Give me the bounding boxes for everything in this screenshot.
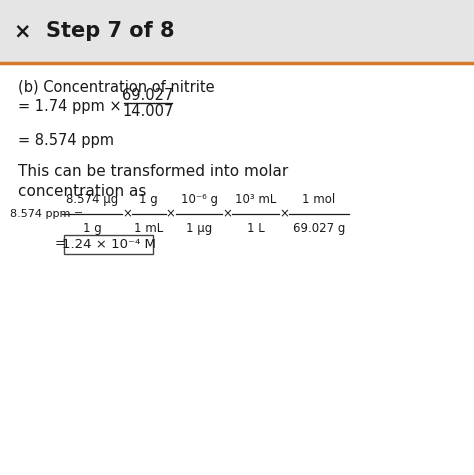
FancyBboxPatch shape — [64, 235, 154, 254]
Text: This can be transformed into molar: This can be transformed into molar — [18, 164, 288, 179]
Text: 1 μg: 1 μg — [186, 222, 212, 235]
Text: ×: × — [13, 21, 31, 41]
Text: Step 7 of 8: Step 7 of 8 — [46, 21, 174, 41]
Text: =: = — [55, 238, 66, 250]
Text: 14.007: 14.007 — [122, 104, 173, 120]
Text: concentration as: concentration as — [18, 184, 146, 199]
Text: ×: × — [279, 208, 289, 220]
Text: 1 g: 1 g — [82, 222, 101, 235]
Text: = 8.574 ppm: = 8.574 ppm — [18, 133, 114, 148]
Text: ×: × — [166, 208, 176, 220]
Text: 1 mL: 1 mL — [134, 222, 164, 235]
Bar — [0, 0, 474, 62]
Text: 10⁻⁶ g: 10⁻⁶ g — [181, 193, 218, 206]
Text: 1 L: 1 L — [247, 222, 264, 235]
Text: 10³ mL: 10³ mL — [235, 193, 276, 206]
Text: ×: × — [222, 208, 232, 220]
Text: 69.027 g: 69.027 g — [293, 222, 345, 235]
Text: 1 mol: 1 mol — [302, 193, 336, 206]
Text: ×: × — [122, 208, 132, 220]
Text: 69.027: 69.027 — [122, 88, 173, 104]
Text: = 1.74 ppm ×: = 1.74 ppm × — [18, 98, 122, 114]
Text: 1 g: 1 g — [139, 193, 158, 206]
Text: 8.574 ppm =: 8.574 ppm = — [10, 209, 83, 219]
Text: 8.574 μg: 8.574 μg — [66, 193, 118, 206]
Text: 1.24 × 10⁻⁴ M: 1.24 × 10⁻⁴ M — [62, 238, 156, 250]
Text: (b) Concentration of nitrite: (b) Concentration of nitrite — [18, 80, 215, 95]
